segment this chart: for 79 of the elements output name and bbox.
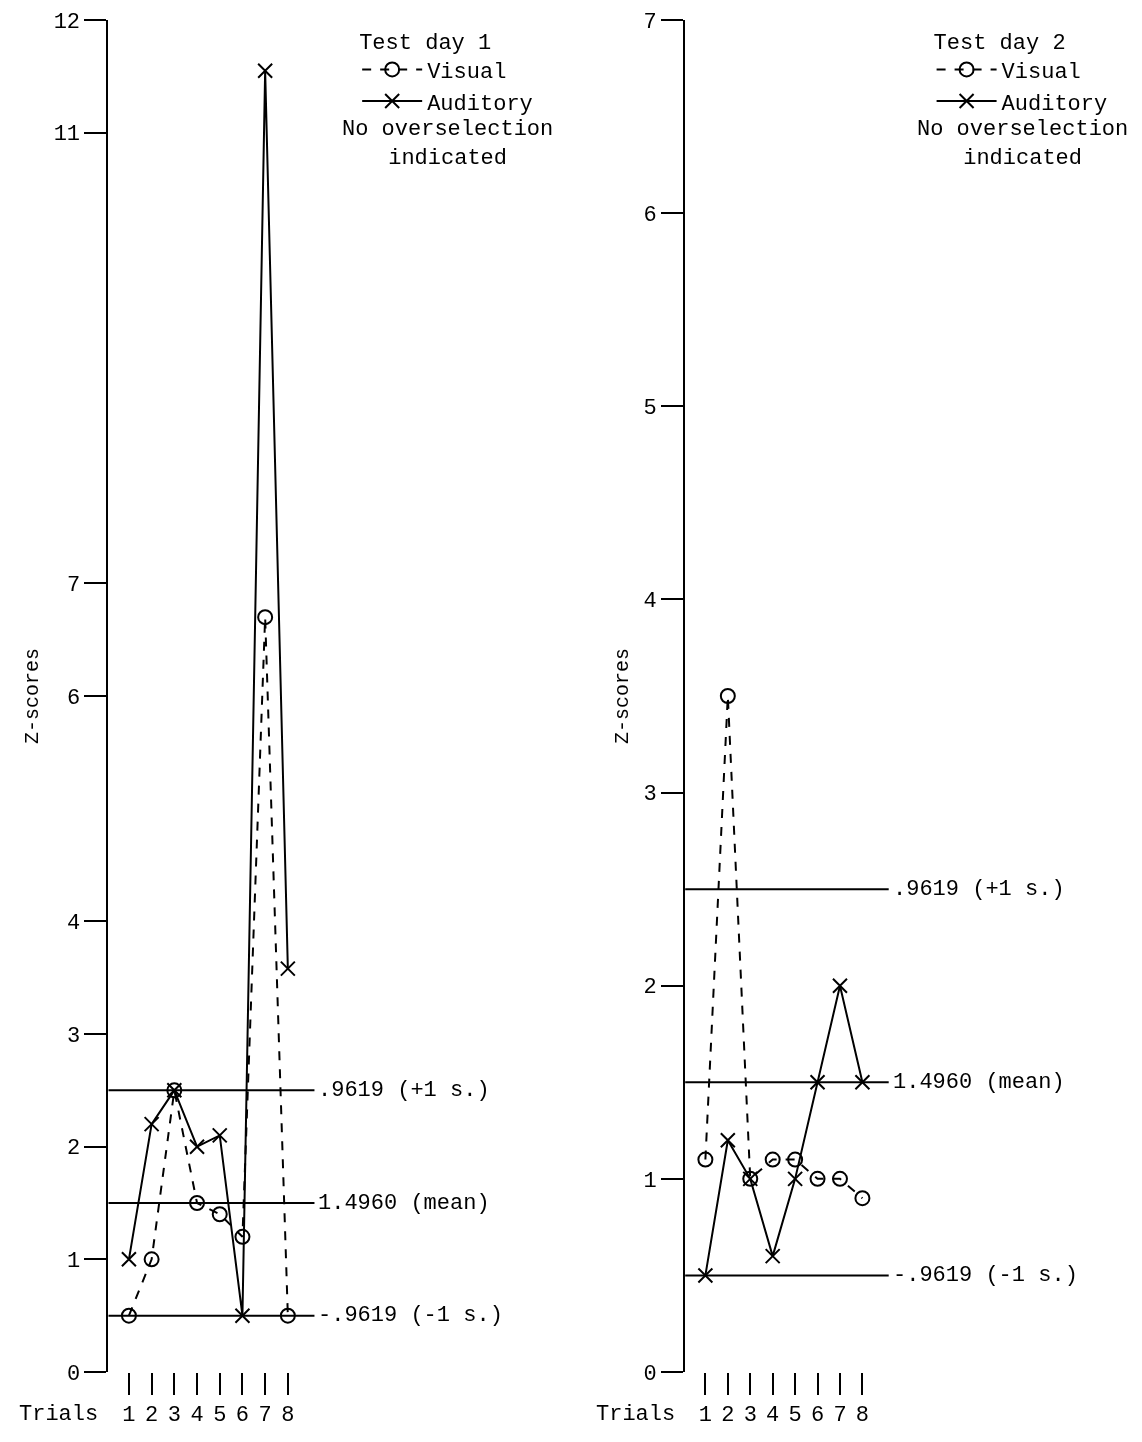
- point: [143, 1251, 160, 1268]
- x-tick-label: 1: [122, 1403, 136, 1429]
- legend-label: Auditory: [1001, 91, 1108, 117]
- point: [120, 1251, 137, 1268]
- ref-line-label: -.9619 (-1 s.): [893, 1263, 1078, 1288]
- ref-line-label: .9619 (+1 s.): [893, 877, 1065, 902]
- y-tick-label: 6: [66, 685, 81, 711]
- y-tick-label: 11: [53, 122, 81, 148]
- y-tick-label: 12: [53, 9, 81, 35]
- y-tick-label: 2: [643, 975, 657, 1001]
- point: [764, 1151, 781, 1168]
- x-tick-label: 8: [855, 1403, 870, 1429]
- y-tick-label: 0: [643, 1361, 657, 1387]
- x-tick-label: 4: [190, 1403, 204, 1429]
- point: [809, 1074, 826, 1091]
- x-axis-title: Trials: [19, 1402, 99, 1427]
- point: [697, 1151, 714, 1168]
- y-tick-label: 3: [643, 782, 657, 808]
- point: [854, 1190, 871, 1207]
- x-tick-label: 7: [258, 1403, 272, 1429]
- y-tick-label: 7: [66, 573, 81, 599]
- ref-line-label: .9619 (+1 s.): [318, 1078, 490, 1103]
- point: [831, 977, 848, 994]
- y-tick-label: 4: [66, 911, 81, 937]
- x-tick-label: 6: [810, 1403, 825, 1429]
- point: [189, 1138, 206, 1155]
- point: [279, 960, 296, 977]
- x-tick-label: 3: [743, 1403, 757, 1429]
- ref-line-label: 1.4960 (mean): [318, 1191, 490, 1216]
- y-tick-label: 7: [643, 9, 657, 35]
- x-tick-label: 8: [281, 1403, 295, 1429]
- x-tick-label: 4: [766, 1403, 780, 1429]
- x-tick-label: 1: [698, 1403, 712, 1429]
- y-axis-title: Z-scores: [20, 647, 44, 745]
- ref-line-label: 1.4960 (mean): [893, 1070, 1065, 1095]
- point: [831, 1170, 848, 1187]
- point: [143, 1116, 160, 1133]
- point: [257, 62, 274, 79]
- x-tick-label: 6: [235, 1403, 250, 1429]
- legend-label: Visual: [1001, 59, 1081, 85]
- point: [189, 1195, 206, 1211]
- point: [764, 1248, 781, 1265]
- x-tick-label: 7: [833, 1403, 847, 1429]
- y-tick-label: 0: [66, 1361, 81, 1387]
- y-tick-label: 1: [643, 1168, 657, 1194]
- x-tick-label: 5: [788, 1403, 802, 1429]
- point: [211, 1127, 228, 1144]
- legend-label: Visual: [427, 59, 507, 85]
- point: [234, 1228, 251, 1245]
- y-tick-label: 1: [66, 1249, 81, 1275]
- point: [719, 1132, 736, 1149]
- point: [279, 1307, 296, 1324]
- point: [697, 1267, 714, 1284]
- legend-title: Test day 1: [359, 30, 492, 56]
- x-tick-label: 3: [167, 1403, 181, 1429]
- y-tick-label: 5: [643, 395, 657, 421]
- legend-label: Auditory: [427, 91, 533, 117]
- y-tick-label: 3: [66, 1023, 81, 1049]
- point: [234, 1307, 251, 1324]
- legend-title: Test day 2: [933, 30, 1066, 56]
- point: [120, 1307, 137, 1324]
- x-tick-label: 2: [721, 1403, 735, 1429]
- x-axis-title: Trials: [596, 1402, 676, 1427]
- y-tick-label: 6: [643, 202, 657, 228]
- point: [719, 688, 736, 704]
- y-tick-label: 2: [66, 1136, 81, 1162]
- ref-line-label: -.9619 (-1 s.): [318, 1303, 503, 1328]
- y-tick-label: 4: [643, 589, 657, 615]
- text: No overselection indicated: [917, 117, 1129, 171]
- point: [787, 1170, 804, 1187]
- x-tick-label: 2: [145, 1403, 159, 1429]
- point: [787, 1151, 804, 1168]
- x-tick-label: 5: [213, 1403, 227, 1429]
- point: [257, 609, 274, 626]
- point: [809, 1170, 826, 1187]
- point: [211, 1206, 228, 1223]
- text: No overselection indicated: [342, 117, 554, 171]
- point: [854, 1074, 871, 1091]
- y-axis-title: Z-scores: [610, 647, 634, 745]
